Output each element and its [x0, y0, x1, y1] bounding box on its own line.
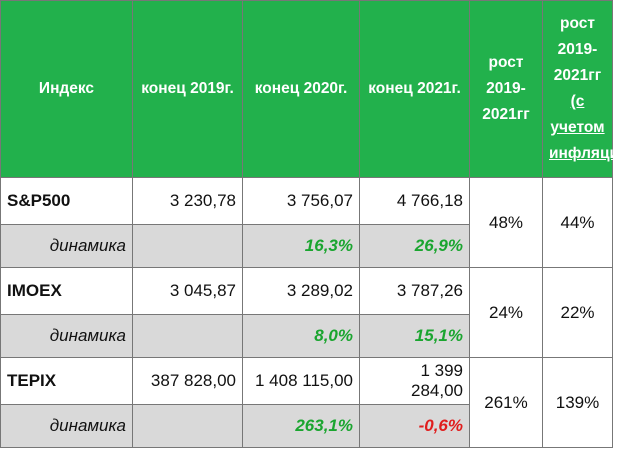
header-growth: рост 2019- 2021гг [469, 0, 543, 178]
dynamics-2021: 15,1% [359, 314, 470, 358]
value-2019: 387 828,00 [132, 357, 243, 405]
dynamics-label: динамика [0, 224, 133, 268]
index-name: TEPIX [0, 357, 133, 405]
header-growth-infl-line2: 2021гг [553, 67, 602, 84]
dynamics-label: динамика [0, 404, 133, 448]
dynamics-row: динамика 16,3% 26,9% [0, 224, 613, 268]
header-index: Индекс [0, 0, 133, 178]
dynamics-row: динамика 8,0% 15,1% [0, 314, 613, 358]
dynamics-2019-empty [132, 224, 243, 268]
value-2021: 4 766,18 [359, 177, 470, 225]
header-growth-infl-line1: рост 2019- [557, 15, 598, 58]
index-name: IMOEX [0, 267, 133, 315]
value-2021: 3 787,26 [359, 267, 470, 315]
table-row: TEPIX 387 828,00 1 408 115,00 1 399 284,… [0, 357, 613, 448]
header-growth-line2: 2021гг [482, 106, 530, 123]
header-row: Индекс конец 2019г. конец 2020г. конец 2… [0, 0, 620, 178]
dynamics-2019-empty [132, 314, 243, 358]
dynamics-row: динамика 263,1% -0,6% [0, 404, 613, 448]
growth-value: 48% [469, 177, 543, 268]
header-growth-line1: рост 2019- [486, 54, 526, 97]
header-end-2020: конец 2020г. [242, 0, 360, 178]
value-2021: 1 399 284,00 [359, 357, 470, 405]
growth-value: 24% [469, 267, 543, 358]
dynamics-2020: 8,0% [242, 314, 360, 358]
dynamics-2020: 263,1% [242, 404, 360, 448]
index-name: S&P500 [0, 177, 133, 225]
header-growth-infl-line3: (с учетом [550, 93, 605, 136]
dynamics-2021: 26,9% [359, 224, 470, 268]
value-2019: 3 230,78 [132, 177, 243, 225]
index-growth-table: Индекс конец 2019г. конец 2020г. конец 2… [0, 0, 613, 448]
dynamics-2019-empty [132, 404, 243, 448]
dynamics-2020: 16,3% [242, 224, 360, 268]
dynamics-label: динамика [0, 314, 133, 358]
header-growth-inflation: рост 2019- 2021гг (с учетом инфляции) [542, 0, 620, 178]
value-2020: 1 408 115,00 [242, 357, 360, 405]
value-2020: 3 756,07 [242, 177, 360, 225]
growth-inflation-value: 139% [542, 357, 613, 448]
dynamics-2021: -0,6% [359, 404, 470, 448]
table-row: S&P500 3 230,78 3 756,07 4 766,18 48% 44… [0, 177, 613, 268]
table-row: IMOEX 3 045,87 3 289,02 3 787,26 24% 22% [0, 267, 613, 358]
header-end-2021: конец 2021г. [359, 0, 470, 178]
header-growth-infl-line4: инфляции) [549, 145, 620, 162]
header-end-2019: конец 2019г. [132, 0, 243, 178]
value-2019: 3 045,87 [132, 267, 243, 315]
growth-inflation-value: 22% [542, 267, 613, 358]
growth-value: 261% [469, 357, 543, 448]
value-2020: 3 289,02 [242, 267, 360, 315]
growth-inflation-value: 44% [542, 177, 613, 268]
